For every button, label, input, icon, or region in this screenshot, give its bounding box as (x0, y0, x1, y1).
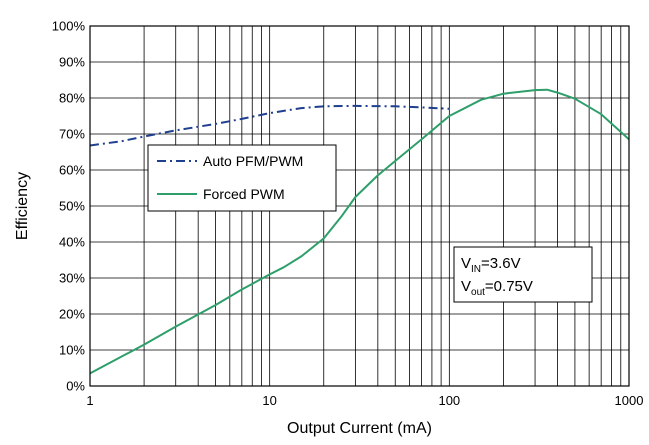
series-lines (89, 88, 630, 375)
x-tick-label: 1 (86, 393, 93, 408)
annotation-box (453, 246, 593, 303)
legend-box (147, 144, 337, 212)
y-tick-label: 40% (59, 235, 85, 250)
y-tick-label: 30% (59, 271, 85, 286)
legend-label-forced-pwm: Forced PWM (203, 186, 285, 202)
conditions-annotation: VIN=3.6V Vout=0.75V (453, 246, 593, 303)
y-tick-label: 70% (59, 127, 85, 142)
legend: Auto PFM/PWM Forced PWM (147, 144, 337, 212)
tick-labels: 0% 10% 20% 30% 40% 50% 60% 70% 80% 90% 100% 1 10 100 1… (52, 19, 644, 409)
y-tick-label: 50% (59, 199, 85, 214)
legend-label-auto-pfm-pwm: Auto PFM/PWM (203, 153, 303, 169)
y-tick-label: 80% (59, 91, 85, 106)
y-tick-label: 10% (59, 343, 85, 358)
plot-area-border (89, 25, 630, 387)
annotation-vin: VIN=3.6V (461, 255, 521, 275)
y-tick-label: 90% (59, 55, 85, 70)
x-tick-label: 10 (262, 393, 276, 408)
series-line-auto-pfm-pwm (89, 104, 450, 147)
y-tick-label: 0% (66, 379, 85, 394)
annotation-vout: Vout=0.75V (461, 278, 533, 298)
x-tick-label: 100 (438, 393, 460, 408)
x-tick-label: 1000 (615, 393, 644, 408)
y-axis-label: Efficiency (14, 172, 31, 240)
series-line-forced-pwm (89, 88, 630, 375)
y-tick-label: 20% (59, 307, 85, 322)
x-axis-label: Output Current (mA) (287, 420, 432, 437)
y-tick-label: 60% (59, 163, 85, 178)
y-tick-label: 100% (52, 19, 86, 34)
